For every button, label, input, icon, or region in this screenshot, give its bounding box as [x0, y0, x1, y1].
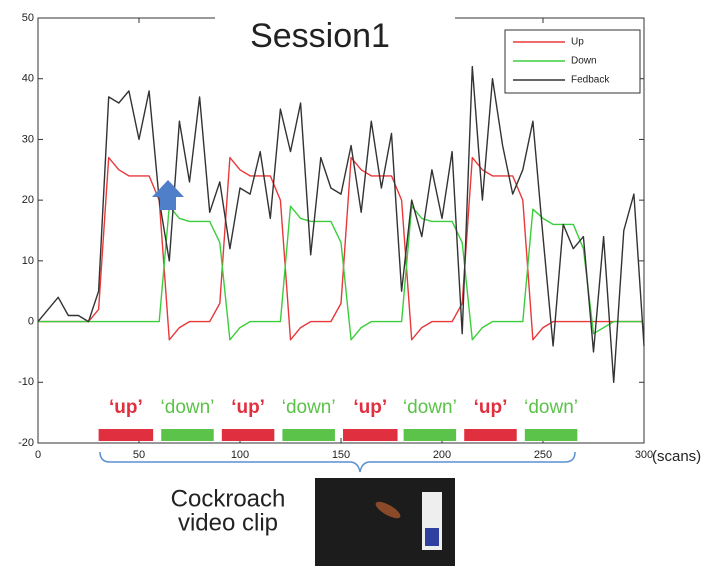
y-tick-label: 0 — [28, 315, 34, 327]
y-tick-label: -20 — [18, 437, 34, 449]
block — [343, 429, 398, 441]
block — [161, 429, 214, 441]
legend-label: Down — [571, 56, 597, 67]
bracket — [99, 451, 576, 473]
block-label: ‘down’ — [403, 397, 457, 418]
y-tick-label: 20 — [22, 194, 34, 206]
block — [98, 429, 154, 441]
y-tick-label: 10 — [22, 255, 34, 267]
video-thumbnail — [315, 478, 455, 566]
block-label: ‘down’ — [282, 397, 336, 418]
y-tick-label: 40 — [22, 73, 34, 85]
annotation: video clip — [178, 509, 278, 536]
block — [221, 429, 275, 441]
y-tick-label: -10 — [18, 376, 34, 388]
legend-label: Fedback — [571, 75, 610, 86]
block-label: ‘up’ — [231, 397, 265, 418]
x-tick-label: 150 — [332, 449, 350, 461]
series-line — [38, 156, 644, 341]
block — [464, 429, 517, 441]
block — [282, 429, 335, 441]
chart-title: Session1 — [250, 17, 390, 55]
block-label: ‘down’ — [161, 397, 215, 418]
block-label: ‘down’ — [524, 397, 578, 418]
arrow — [152, 180, 184, 210]
x-tick-label: 300 — [635, 449, 653, 461]
series-line — [38, 205, 644, 341]
x-tick-label: 250 — [534, 449, 552, 461]
plot: -20 -10 0 10 20 30 40 50 0 50 100 150 200 250 300(scan… — [18, 12, 701, 465]
block-label: ‘up’ — [109, 397, 143, 418]
x-tick-label: 0 — [35, 449, 41, 461]
title-background — [215, 8, 455, 58]
x-tick-label: 50 — [133, 449, 145, 461]
legend-label: Up — [571, 37, 584, 48]
x-tick-label: 200 — [433, 449, 451, 461]
x-tick-label: 100 — [231, 449, 249, 461]
block-label: ‘up’ — [474, 397, 508, 418]
series-line — [37, 65, 645, 383]
block — [403, 429, 457, 441]
block-label: ‘up’ — [353, 397, 387, 418]
annotation: Cockroach — [171, 485, 286, 512]
x-axis-label: (scans) — [652, 448, 701, 465]
y-tick-label: 50 — [22, 12, 34, 24]
block — [524, 429, 578, 441]
y-tick-label: 30 — [22, 133, 34, 145]
